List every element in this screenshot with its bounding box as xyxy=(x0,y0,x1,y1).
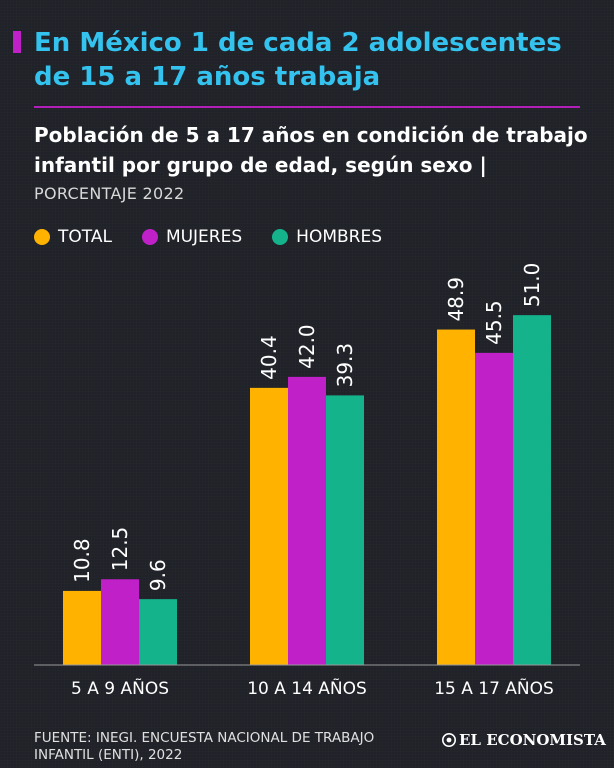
data-label-mujeres-3: 45.5 xyxy=(482,300,506,345)
headline-marker xyxy=(13,31,21,53)
brand[interactable]: EL ECONOMISTA xyxy=(442,731,606,749)
data-label-hombres-3: 51.0 xyxy=(520,263,544,308)
legend-swatch-mujeres xyxy=(141,229,158,245)
legend-label-mujeres: MUJERES xyxy=(165,227,243,247)
unit-label: PORCENTAJE 2022 xyxy=(34,184,185,203)
x-tick-label-3: 15 A 17 AÑOS xyxy=(434,677,554,699)
bar-mujeres-2 xyxy=(288,376,326,665)
bars-layer xyxy=(63,315,551,665)
data-label-hombres-1: 9.6 xyxy=(146,559,170,591)
source-note: FUENTE: INEGI. ENCUESTA NACIONAL DE TRAB… xyxy=(34,730,375,763)
brand-logo-icon xyxy=(442,733,456,747)
data-labels-layer: 10.8 12.5 9.6 40.4 42.0 39.3 48.9 45.5 51.0 xyxy=(70,263,544,592)
data-label-total-1: 10.8 xyxy=(70,538,94,583)
legend-swatch-hombres xyxy=(272,229,289,245)
bar-total-2 xyxy=(250,387,288,665)
legend-swatch-total xyxy=(34,229,50,245)
legend-label-hombres: HOMBRES xyxy=(296,227,382,247)
chart-subtitle: Población de 5 a 17 años en condición de… xyxy=(34,123,588,177)
data-label-total-3: 48.9 xyxy=(444,277,468,322)
bar-hombres-1 xyxy=(139,599,177,665)
data-label-mujeres-2: 42.0 xyxy=(295,324,319,369)
bar-hombres-2 xyxy=(326,395,364,665)
x-tick-labels-layer: 5 A 9 AÑOS 10 A 14 AÑOS 15 A 17 AÑOS xyxy=(71,677,554,699)
bar-hombres-3 xyxy=(513,315,551,665)
legend: TOTAL MUJERES HOMBRES xyxy=(34,227,382,247)
bar-mujeres-3 xyxy=(475,352,513,665)
data-label-total-2: 40.4 xyxy=(257,335,281,380)
bar-mujeres-1 xyxy=(101,579,139,665)
data-label-hombres-2: 39.3 xyxy=(333,343,357,388)
legend-label-total: TOTAL xyxy=(58,227,112,247)
legend-item-total: TOTAL xyxy=(34,227,112,247)
headline: En México 1 de cada 2 adolescentes de 15… xyxy=(34,28,562,92)
bar-total-3 xyxy=(437,329,475,665)
legend-item-mujeres: MUJERES xyxy=(141,227,243,247)
data-label-mujeres-1: 12.5 xyxy=(108,527,132,572)
brand-name: EL ECONOMISTA xyxy=(459,731,606,749)
headline-rule xyxy=(34,106,580,108)
bar-total-1 xyxy=(63,590,101,665)
x-tick-label-1: 5 A 9 AÑOS xyxy=(71,677,169,699)
legend-item-hombres: HOMBRES xyxy=(272,227,382,247)
x-tick-label-2: 10 A 14 AÑOS xyxy=(247,677,367,699)
